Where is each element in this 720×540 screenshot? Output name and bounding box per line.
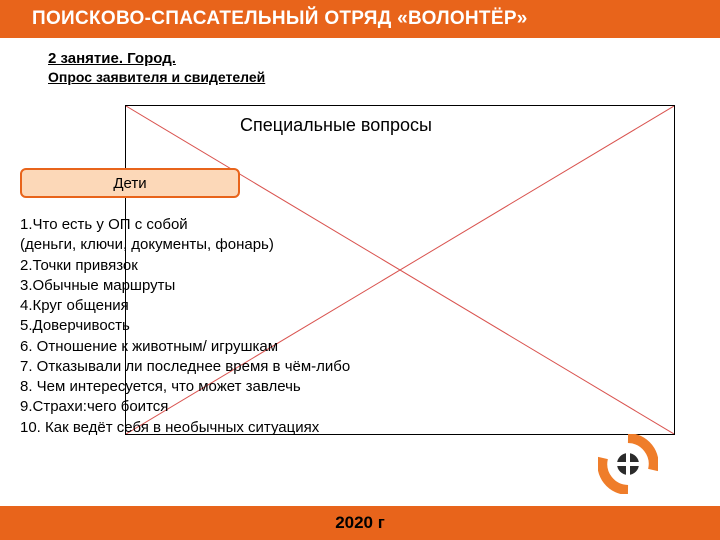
- section-heading: Специальные вопросы: [240, 115, 432, 136]
- footer-year: 2020 г: [335, 513, 385, 533]
- content-area: 2 занятие. Город. Опрос заявителя и свид…: [0, 38, 720, 85]
- category-pill: Дети: [20, 168, 240, 198]
- logo-icon: [598, 434, 658, 494]
- category-pill-label: Дети: [113, 175, 146, 192]
- header-title: ПОИСКОВО-СПАСАТЕЛЬНЫЙ ОТРЯД «ВОЛОНТЁР»: [32, 8, 528, 30]
- lesson-subtitle: Опрос заявителя и свидетелей: [48, 69, 720, 85]
- footer-bar: 2020 г: [0, 506, 720, 540]
- org-logo: [598, 434, 658, 494]
- header-bar: ПОИСКОВО-СПАСАТЕЛЬНЫЙ ОТРЯД «ВОЛОНТЁР»: [0, 0, 720, 38]
- questions-list: 1.Что есть у ОП с собой (деньги, ключи, …: [20, 215, 440, 438]
- lesson-title: 2 занятие. Город.: [48, 50, 720, 67]
